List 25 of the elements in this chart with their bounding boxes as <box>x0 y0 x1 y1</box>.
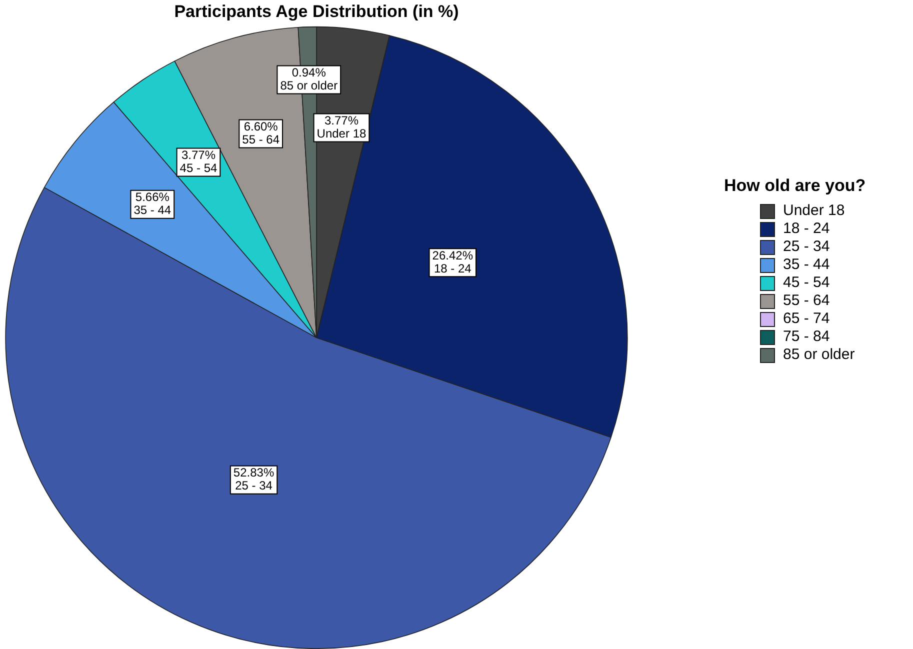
legend-label: 35 - 44 <box>783 256 830 274</box>
legend-label: 75 - 84 <box>783 328 830 346</box>
legend-label: 18 - 24 <box>783 220 830 238</box>
data-label: 5.66% <box>135 190 170 204</box>
legend-label: Under 18 <box>783 202 845 220</box>
slice-label: Under 18 <box>316 126 366 141</box>
slice-label: 18 - 24 <box>434 261 472 276</box>
slice-label: 45 - 54 <box>180 161 218 176</box>
slice-label: 55 - 64 <box>242 132 280 147</box>
chart-title: Participants Age Distribution (in %) <box>174 2 459 21</box>
legend-label: 55 - 64 <box>783 292 830 310</box>
data-label: 0.94% <box>292 66 326 80</box>
data-label: 3.77% <box>324 114 359 128</box>
slice-label: 35 - 44 <box>134 203 172 218</box>
legend-label: 45 - 54 <box>783 274 830 292</box>
legend-title: How old are you? <box>724 176 866 196</box>
slice-label: 25 - 34 <box>235 478 273 493</box>
slice-label: 85 or older <box>280 78 338 93</box>
data-label: 26.42% <box>432 248 474 262</box>
data-label: 3.77% <box>181 148 216 162</box>
data-label: 52.83% <box>233 466 274 480</box>
legend-label: 85 or older <box>783 346 855 364</box>
legend-label: 65 - 74 <box>783 310 830 328</box>
data-label: 6.60% <box>244 120 278 134</box>
legend-label: 25 - 34 <box>783 238 830 256</box>
